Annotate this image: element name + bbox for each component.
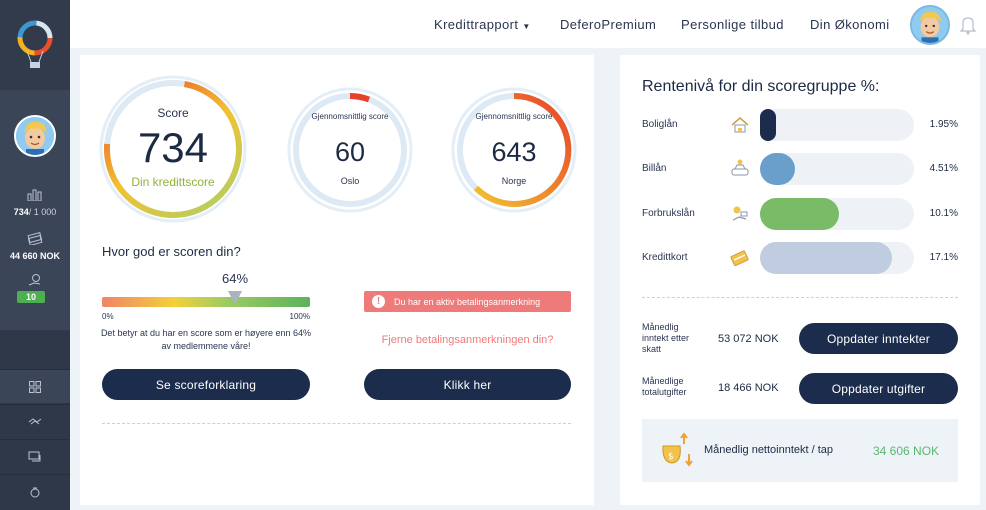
rate-bar-track	[760, 109, 914, 141]
norge-score-gauge	[451, 87, 577, 213]
bell-icon[interactable]	[960, 15, 976, 35]
money-bag-icon	[30, 487, 40, 497]
rate-value: 10.1%	[929, 208, 958, 219]
rate-label: Billån	[642, 163, 667, 174]
main-score-sub: Din kredittscore	[131, 175, 215, 189]
alert-icon: !	[372, 295, 385, 308]
sidebar-amount: 44 660 NOK	[9, 251, 61, 261]
main-score-label: Score	[157, 106, 189, 120]
sidebar-avatar[interactable]	[14, 115, 56, 157]
house-icon	[729, 114, 751, 136]
oslo-score-gauge	[287, 87, 413, 213]
svg-text:$: $	[668, 452, 674, 462]
rates-title: Rentenivå for din scoregruppe %:	[642, 78, 880, 95]
logo[interactable]	[0, 0, 70, 90]
score-explanation-button[interactable]: Se scoreforklaring	[102, 369, 310, 400]
norge-score-value: 643	[491, 137, 537, 167]
remove-remark-link[interactable]: Fjerne betalingsanmerkningen din?	[381, 334, 554, 346]
quality-scale-bar	[102, 297, 310, 307]
sidebar-score: 734/ 1 000	[13, 207, 57, 217]
sidebar-nav-dashboard[interactable]	[0, 369, 70, 403]
handshake-icon	[28, 417, 42, 424]
rate-label: Forbrukslån	[642, 208, 695, 219]
norge-score-sub: Norge	[501, 176, 527, 186]
chevron-down-icon: ▼	[522, 22, 531, 31]
update-income-button[interactable]: Oppdater inntekter	[799, 323, 958, 354]
top-navigation	[70, 0, 986, 48]
money-hand-icon	[729, 203, 751, 225]
rate-bar-fill	[760, 153, 795, 185]
avatar-face-icon	[16, 117, 54, 155]
sidebar-badge: 10	[17, 291, 45, 303]
nav-din-okonomi[interactable]: Din Økonomi	[810, 17, 890, 32]
bar-chart-icon	[27, 189, 42, 201]
balloon-logo-icon	[17, 20, 53, 68]
rate-bar-fill	[760, 109, 776, 141]
payment-remark-alert: ! Du har en aktiv betalingsanmerkning	[364, 291, 571, 312]
car-icon	[729, 158, 751, 180]
sidebar-nav-handshake[interactable]	[0, 404, 70, 438]
nav-personlige-tilbud[interactable]: Personlige tilbud	[681, 17, 784, 32]
rate-value: 17.1%	[929, 252, 958, 263]
sidebar-nav-chat[interactable]	[0, 439, 70, 473]
rate-label: Boliglån	[642, 119, 678, 130]
income-label: Månedlig inntekt etter skatt	[642, 322, 690, 354]
rates-divider	[642, 297, 958, 298]
oslo-score-sub: Oslo	[340, 176, 360, 186]
rate-bar-fill	[760, 198, 839, 230]
income-value: 53 072 NOK	[718, 333, 779, 345]
norge-score-label: Gjennomsnittlig score	[475, 112, 553, 121]
main-score-value: 734	[137, 124, 209, 171]
net-income-label: Månedlig nettoinntekt / tap	[704, 444, 834, 456]
quality-max: 100%	[289, 312, 310, 321]
quality-heading: Hvor god er scoren din?	[102, 244, 241, 259]
net-income-value: 34 606 NOK	[873, 444, 940, 458]
net-income-box	[642, 419, 958, 482]
oslo-score-value: 60	[334, 137, 366, 167]
grid-icon	[29, 380, 41, 393]
avatar-face-icon	[912, 7, 948, 43]
rate-value: 4.51%	[929, 163, 958, 174]
credit-card-icon	[729, 247, 751, 269]
quality-explain: Det betyr at du har en score som er høye…	[100, 328, 312, 351]
rate-label: Kredittkort	[642, 252, 688, 263]
nav-kredittrapport[interactable]: Kredittrapport ▼	[434, 17, 531, 32]
sidebar-nav-money[interactable]	[0, 474, 70, 508]
quality-marker-icon	[228, 291, 243, 305]
quality-min: 0%	[102, 312, 114, 321]
update-expenses-button[interactable]: Oppdater utgifter	[799, 373, 958, 404]
sidebar: 734/ 1 000 44 660 NOK 10	[0, 0, 70, 510]
oslo-score-label: Gjennomsnittlig score	[311, 112, 389, 121]
main-score-gauge	[99, 75, 247, 223]
rate-value: 1.95%	[929, 119, 958, 130]
divider	[102, 423, 571, 424]
alert-text: Du har en aktiv betalingsanmerkning	[394, 296, 541, 307]
user-avatar[interactable]	[910, 5, 950, 45]
money-stack-icon	[27, 231, 43, 245]
quality-percent: 64%	[221, 271, 249, 286]
nav-deferopremium[interactable]: DeferoPremium	[560, 17, 657, 32]
money-bag-arrows-icon: $	[662, 432, 693, 467]
rate-bar-fill	[760, 242, 892, 274]
expense-label: Månedlige totalutgifter	[642, 376, 687, 397]
expense-value: 18 466 NOK	[718, 382, 779, 394]
coins-hand-icon	[28, 274, 41, 286]
click-here-button[interactable]: Klikk her	[364, 369, 571, 400]
chat-icon	[28, 451, 41, 461]
